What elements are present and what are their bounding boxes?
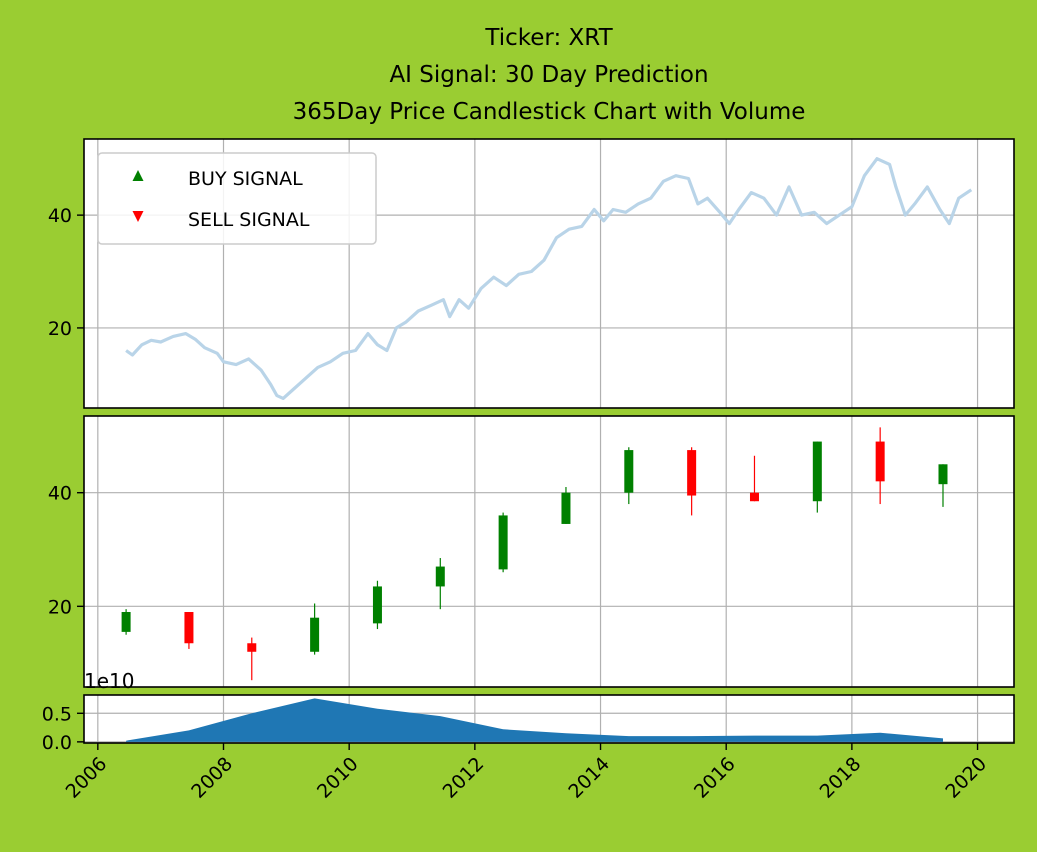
candle-body-up [498,515,508,570]
chart-title-line-2: AI Signal: 30 Day Prediction [389,62,708,88]
volume-plot-frame [83,694,1015,744]
candle-body-down [184,612,194,644]
candles [121,427,948,681]
candle-body-up [561,492,571,524]
candle-body-up [310,617,320,652]
legend-frame [97,152,377,245]
candle-body-down [247,643,257,652]
buy-signal-marker-icon [132,170,144,181]
legend-buy-label: BUY SIGNAL [188,168,303,190]
candle-body-up [624,450,634,493]
signal-legend: BUY SIGNAL SELL SIGNAL [97,152,377,245]
price-grid [84,139,1014,408]
candle-plot-area [84,416,1014,687]
candle-grid [84,416,1014,687]
price-plot-frame [83,138,1015,409]
volume-y-axis: 0.00.5 [42,703,84,754]
candle-body-up [435,566,445,587]
price-series-line [125,157,973,400]
chart-title-line-3: 365Day Price Candlestick Chart with Volu… [293,99,806,125]
candle-body-down [687,450,697,496]
y-tick-label: 0.5 [42,703,72,725]
volume-offset-label: 1e10 [84,669,134,693]
volume-area [126,698,944,742]
candle-body-down [875,441,885,482]
y-tick-label: 20 [48,318,72,340]
candle-body-up [121,612,131,632]
candle-body-up [372,586,382,624]
legend-sell-label: SELL SIGNAL [188,209,310,231]
candle-plot-frame [83,415,1015,688]
chart-title-line-1: Ticker: XRT [484,25,613,51]
y-tick-label: 0.0 [42,732,72,754]
y-tick-label: 20 [48,596,72,618]
y-tick-label: 40 [48,483,72,505]
candle-body-up [812,441,822,502]
sell-signal-marker-icon [132,211,144,222]
candle-body-down [749,492,759,502]
candle-body-up [938,464,948,485]
y-tick-label: 40 [48,205,72,227]
